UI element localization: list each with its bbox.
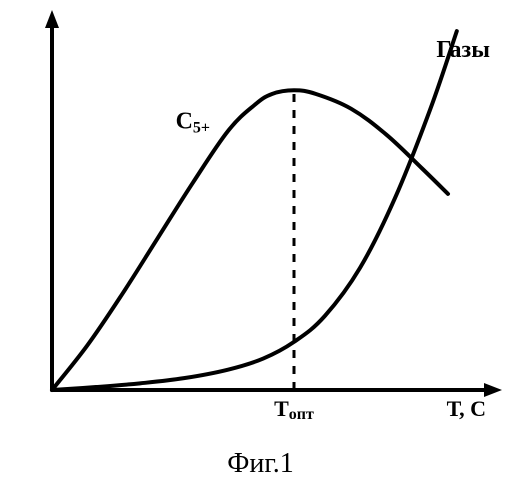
x-axis-label: Т, С <box>447 396 486 421</box>
series-label-gases: Газы <box>436 37 490 63</box>
chart-svg: ТоптТ, СC5+Газы <box>0 0 521 445</box>
figure-caption: Фиг.1 <box>0 448 521 480</box>
figure-container: ТоптТ, СC5+Газы Фиг.1 <box>0 0 521 500</box>
